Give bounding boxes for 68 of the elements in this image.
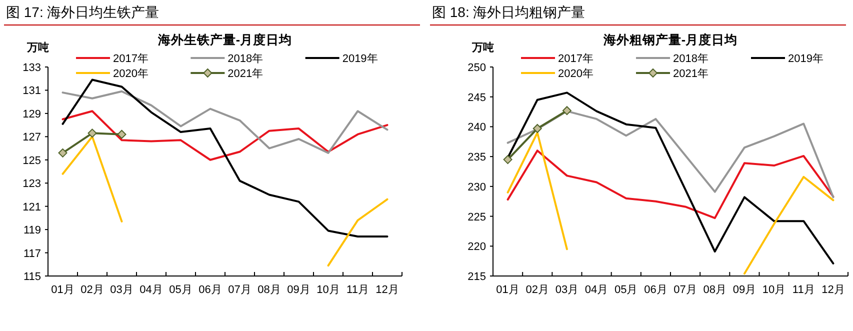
x-tick-label: 01月 bbox=[496, 284, 520, 296]
x-tick-label: 03月 bbox=[555, 284, 579, 296]
y-tick-label: 215 bbox=[468, 271, 486, 283]
y-tick-label: 121 bbox=[22, 201, 41, 214]
y-tick-label: 230 bbox=[468, 181, 486, 194]
line-series bbox=[62, 110, 388, 161]
y-tick-label: 250 bbox=[468, 62, 486, 74]
x-tick-label: 12月 bbox=[376, 284, 399, 296]
point bbox=[117, 130, 126, 139]
legend-label: 2020年 bbox=[558, 68, 594, 80]
y-tick-label: 127 bbox=[22, 132, 41, 144]
point bbox=[503, 155, 512, 164]
line-series bbox=[62, 90, 388, 154]
y-tick-label: 123 bbox=[22, 178, 41, 190]
x-tick-label: 09月 bbox=[287, 284, 310, 296]
legend-label: 2019年 bbox=[788, 53, 824, 65]
legend-label: 2017年 bbox=[113, 53, 148, 65]
y-axis-title: 万吨 bbox=[26, 41, 49, 54]
y-tick-label: 133 bbox=[22, 62, 41, 74]
x-tick-label: 11月 bbox=[346, 284, 369, 296]
x-tick-label: 07月 bbox=[674, 284, 697, 296]
y-tick-label: 117 bbox=[23, 248, 41, 260]
legend-label: 2020年 bbox=[113, 68, 148, 80]
y-tick-label: 245 bbox=[468, 92, 486, 104]
caption: 图 18: 海外日均粗钢产量 bbox=[432, 4, 586, 20]
y-tick-label: 235 bbox=[468, 152, 486, 164]
x-tick-label: 02月 bbox=[80, 284, 104, 296]
y-axis-title: 万吨 bbox=[471, 41, 494, 54]
y-tick-label: 119 bbox=[23, 224, 41, 237]
line-series bbox=[506, 150, 834, 220]
x-tick-label: 04月 bbox=[584, 284, 608, 296]
x-tick-label: 09月 bbox=[732, 284, 756, 296]
legend-label: 2019年 bbox=[342, 53, 378, 65]
x-tick-label: 01月 bbox=[51, 284, 74, 296]
chart-title: 海外粗钢产量-月度日均 bbox=[602, 32, 738, 47]
point bbox=[562, 106, 572, 116]
y-tick-label: 115 bbox=[23, 271, 41, 283]
point bbox=[88, 128, 97, 138]
x-tick-label: 04月 bbox=[140, 284, 163, 296]
legend-label: 2017年 bbox=[558, 53, 594, 65]
x-tick-label: 12月 bbox=[822, 284, 845, 296]
x-tick-label: 11月 bbox=[792, 284, 815, 296]
point bbox=[532, 124, 542, 134]
caption: 图 17: 海外日均生铁产量 bbox=[6, 4, 160, 20]
x-tick-label: 02月 bbox=[526, 284, 549, 296]
x-tick-label: 06月 bbox=[644, 284, 668, 296]
point bbox=[58, 148, 68, 158]
y-tick-label: 125 bbox=[22, 154, 41, 167]
chart-title: 海外生铁产量-月度日均 bbox=[156, 32, 292, 47]
x-tick-label: 10月 bbox=[316, 284, 340, 296]
x-tick-label: 06月 bbox=[198, 284, 222, 296]
y-tick-label: 225 bbox=[468, 211, 486, 224]
y-tick-label: 131 bbox=[22, 85, 41, 98]
y-tick-label: 129 bbox=[22, 108, 41, 120]
x-tick-label: 05月 bbox=[169, 284, 192, 296]
y-tick-label: 240 bbox=[468, 122, 486, 134]
x-tick-label: 07月 bbox=[228, 284, 252, 296]
x-tick-label: 08月 bbox=[258, 284, 281, 296]
legend-label: 2018年 bbox=[228, 53, 264, 65]
x-tick-label: 03月 bbox=[110, 284, 134, 296]
x-tick-label: 10月 bbox=[762, 284, 786, 296]
x-tick-label: 08月 bbox=[703, 284, 726, 296]
legend-label: 2021年 bbox=[228, 68, 264, 80]
legend-label: 2018年 bbox=[673, 53, 708, 65]
legend-label: 2021年 bbox=[673, 68, 708, 80]
y-tick-label: 220 bbox=[468, 241, 486, 254]
line-series bbox=[62, 78, 388, 238]
x-tick-label: 05月 bbox=[614, 284, 638, 296]
